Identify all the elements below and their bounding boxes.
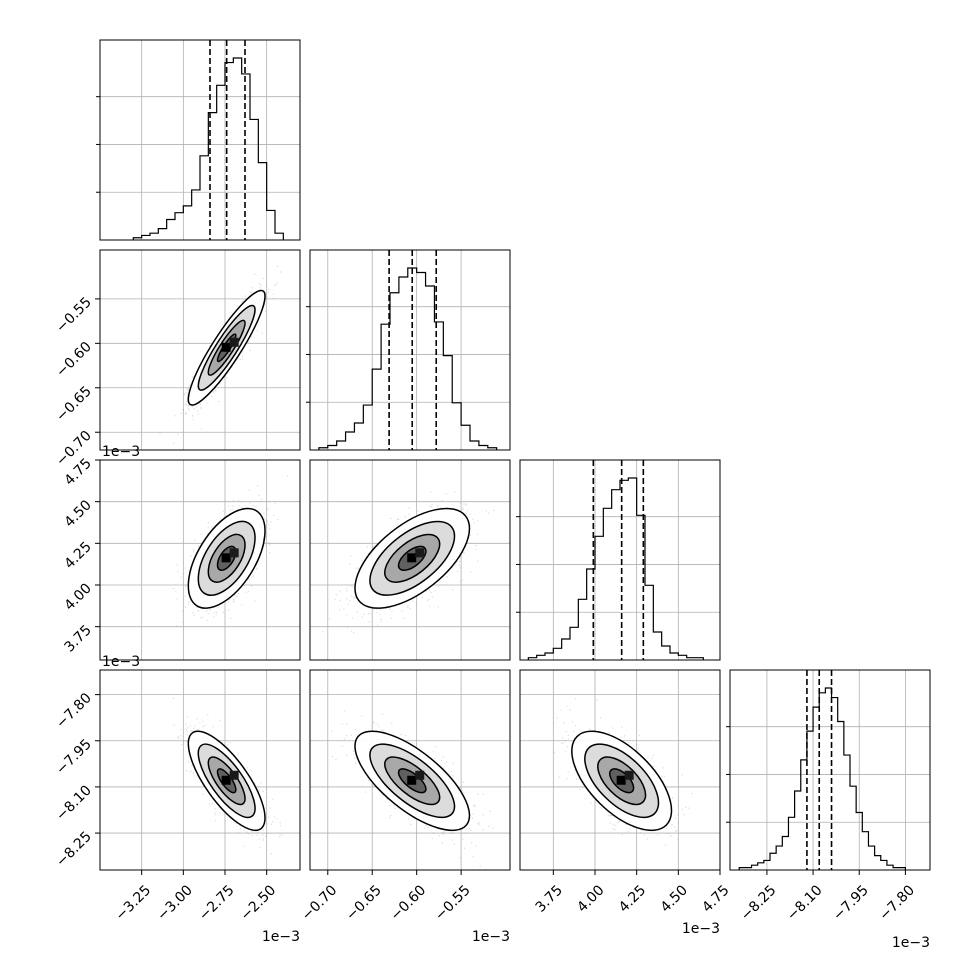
ytick-label-2-1: 4.00 (61, 581, 94, 614)
density-peak-2-0 (221, 553, 231, 563)
xtick-label-1-3: −0.55 (432, 882, 474, 924)
panels-layer (96, 39, 931, 871)
hist-step-3 (738, 687, 906, 870)
ytick-label-3-1: −8.10 (53, 782, 95, 824)
xtick-label-3-1: −8.10 (784, 882, 826, 924)
density-peak2-3-2 (624, 770, 634, 780)
density-peak-3-1 (407, 775, 417, 785)
xtick-label-0-1: −3.00 (154, 882, 196, 924)
scatter-frame-3-2 (519, 669, 721, 871)
scatter-frame-3-0 (99, 669, 301, 871)
density-peak2-3-1 (415, 770, 425, 780)
scatter-panel-3-0 (100, 670, 300, 870)
xtick-label-1-0: −0.70 (299, 882, 341, 924)
xtick-label-0-3: −2.50 (238, 882, 280, 924)
density-peak2-2-1 (415, 548, 425, 558)
xtick-label-0-2: −2.75 (196, 882, 238, 924)
density-peak-3-2 (616, 775, 626, 785)
hist-frame-0 (99, 39, 301, 241)
hist-panel-2 (520, 460, 720, 660)
hist-step-2 (527, 477, 704, 660)
hist-panel-3 (730, 670, 930, 870)
density-peak-3-0 (221, 775, 231, 785)
scatter-panel-2-0 (100, 460, 300, 660)
ytick-label-3-3: −7.80 (53, 690, 95, 732)
hist-step-1 (318, 267, 498, 450)
hist-step-0 (132, 57, 284, 240)
xtick-label-2-4: 4.75 (699, 882, 732, 915)
xtick-label-3-2: −7.95 (830, 882, 872, 924)
xtick-label-1-2: −0.60 (388, 882, 430, 924)
y-scale-label-1: 1e−3 (102, 444, 140, 460)
density-peak2-2-0 (229, 548, 239, 558)
hist-frame-1 (309, 249, 511, 451)
hist-frame-3 (729, 669, 931, 871)
density-peak2-1-0 (229, 337, 239, 347)
xtick-label-3-0: −8.25 (738, 882, 780, 924)
x-scale-label-0: 1e−3 (262, 929, 300, 945)
ytick-label-1-1: −0.65 (53, 383, 95, 425)
ytick-label-1-2: −0.60 (53, 339, 95, 381)
ytick-label-1-3: −0.55 (53, 294, 95, 336)
xtick-label-2-3: 4.50 (658, 882, 691, 915)
xtick-label-0-0: −3.25 (113, 882, 155, 924)
xtick-label-3-3: −7.80 (876, 882, 918, 924)
scatter-frame-2-1 (309, 459, 511, 661)
y-scale-label-2: 1e−3 (102, 654, 140, 670)
ytick-label-3-0: −8.25 (53, 829, 95, 871)
scatter-frame-1-0 (99, 249, 301, 451)
hist-frame-2 (519, 459, 721, 661)
density-peak-2-1 (407, 553, 417, 563)
scatter-frame-3-1 (309, 669, 511, 871)
x-scale-label-3: 1e−3 (892, 935, 930, 951)
scatter-panel-3-1 (310, 670, 510, 870)
ytick-label-2-2: 4.25 (61, 539, 94, 572)
hist-panel-0 (100, 40, 300, 240)
scatter-frame-2-0 (99, 459, 301, 661)
xtick-label-2-1: 4.00 (574, 882, 607, 915)
scatter-panel-3-2 (520, 670, 720, 870)
ytick-label-3-2: −7.95 (53, 736, 95, 778)
hist-panel-1 (310, 250, 510, 450)
x-scale-label-1: 1e−3 (472, 929, 510, 945)
x-scale-label-2: 1e−3 (682, 921, 720, 937)
xtick-label-2-2: 4.25 (616, 882, 649, 915)
scatter-panel-1-0 (100, 250, 300, 450)
xtick-label-1-1: −0.65 (343, 882, 385, 924)
density-peak2-3-0 (229, 770, 239, 780)
density-peak-1-0 (221, 342, 231, 352)
ytick-label-2-0: 3.75 (61, 622, 94, 655)
ytick-label-2-3: 4.50 (61, 497, 94, 530)
scatter-panel-2-1 (310, 460, 510, 660)
xtick-label-2-0: 3.75 (533, 882, 566, 915)
